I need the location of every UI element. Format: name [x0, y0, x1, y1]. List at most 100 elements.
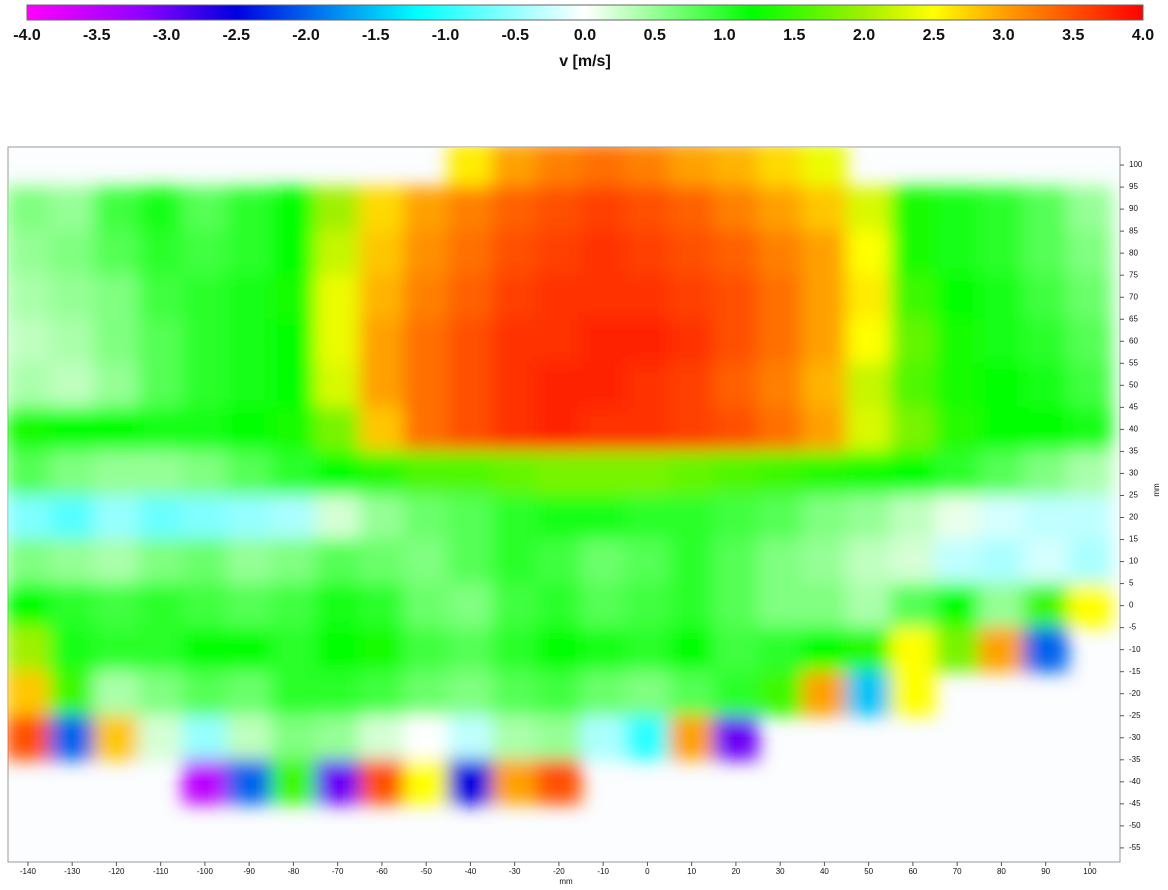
velocity-cell	[492, 671, 538, 717]
velocity-cell	[182, 186, 228, 232]
velocity-cell	[492, 539, 538, 585]
velocity-cell	[447, 539, 494, 585]
y-tick-label: 25	[1129, 491, 1138, 500]
velocity-cell	[580, 274, 626, 320]
velocity-cell	[890, 494, 936, 541]
velocity-cell	[492, 147, 538, 188]
velocity-cell	[1023, 583, 1069, 629]
colorbar-tick-label: 2.5	[923, 27, 945, 44]
y-tick-label: 75	[1129, 270, 1138, 279]
velocity-cell	[270, 583, 317, 629]
velocity-cell	[138, 318, 184, 364]
velocity-cell	[536, 583, 582, 629]
velocity-cell	[403, 627, 449, 673]
colorbar-tick-label: -4.0	[13, 27, 41, 44]
x-tick-label: -100	[197, 867, 214, 876]
velocity-cell	[580, 230, 626, 276]
velocity-cell	[8, 274, 51, 320]
x-tick-label: -50	[420, 867, 432, 876]
velocity-cell	[315, 406, 361, 452]
velocity-cell	[138, 494, 184, 541]
velocity-cell	[536, 627, 582, 673]
velocity-cell	[624, 583, 671, 629]
colorbar-tick-label: 2.0	[853, 27, 875, 44]
y-tick-label: 95	[1129, 182, 1138, 191]
velocity-cell	[1023, 274, 1069, 320]
velocity-cell	[492, 494, 538, 541]
velocity-cell	[669, 539, 715, 585]
velocity-cell	[801, 494, 848, 541]
velocity-cell	[978, 230, 1025, 276]
velocity-cell	[226, 406, 272, 452]
velocity-cell	[846, 362, 892, 408]
velocity-cell	[182, 362, 228, 408]
velocity-cell	[713, 362, 759, 408]
x-tick-label: -120	[108, 867, 125, 876]
x-tick-label: -90	[243, 867, 255, 876]
velocity-cell	[846, 671, 892, 717]
velocity-cell	[801, 583, 848, 629]
velocity-cell	[93, 274, 140, 320]
velocity-cell	[492, 583, 538, 629]
velocity-cell	[934, 583, 980, 629]
velocity-cell	[978, 186, 1025, 232]
velocity-cell	[8, 186, 51, 232]
velocity-cell	[138, 274, 184, 320]
x-tick-label: 60	[908, 867, 917, 876]
velocity-cell	[403, 318, 449, 364]
velocity-cell	[8, 583, 51, 629]
velocity-cell	[757, 671, 803, 717]
velocity-cell	[447, 627, 494, 673]
velocity-cell	[492, 450, 538, 496]
velocity-cell	[713, 406, 759, 452]
velocity-cell	[403, 362, 449, 408]
velocity-cell	[49, 318, 95, 364]
velocity-cell	[624, 494, 671, 541]
velocity-cell	[1023, 627, 1069, 673]
velocity-cell	[624, 539, 671, 585]
velocity-cell	[890, 362, 936, 408]
velocity-cell	[270, 671, 317, 717]
velocity-cell	[182, 318, 228, 364]
velocity-cell	[315, 671, 361, 717]
velocity-cell	[801, 362, 848, 408]
velocity-cell	[359, 494, 405, 541]
velocity-cell	[492, 759, 538, 805]
velocity-cell	[403, 671, 449, 717]
velocity-cell	[93, 627, 140, 673]
velocity-cell	[978, 583, 1025, 629]
velocity-cell	[270, 759, 317, 805]
velocity-cell	[138, 539, 184, 585]
velocity-cell	[226, 539, 272, 585]
velocity-cell	[669, 362, 715, 408]
velocity-cell	[580, 450, 626, 496]
velocity-cell	[669, 147, 715, 188]
velocity-cell	[359, 230, 405, 276]
velocity-cell	[536, 450, 582, 496]
velocity-cell	[536, 671, 582, 717]
velocity-cell	[93, 230, 140, 276]
velocity-cell	[669, 671, 715, 717]
velocity-cell	[1023, 494, 1069, 541]
velocity-cell	[359, 362, 405, 408]
velocity-cell	[757, 539, 803, 585]
velocity-cell	[978, 539, 1025, 585]
y-tick-label: 90	[1129, 204, 1138, 213]
velocity-cell	[536, 318, 582, 364]
velocity-cell	[890, 583, 936, 629]
velocity-cell	[49, 274, 95, 320]
velocity-cell	[669, 186, 715, 232]
velocity-cell	[624, 450, 671, 496]
x-tick-label: 50	[864, 867, 873, 876]
x-tick-label: -80	[288, 867, 300, 876]
y-tick-label: 0	[1129, 601, 1134, 610]
velocity-cell	[93, 715, 140, 761]
velocity-cell	[890, 539, 936, 585]
velocity-cell	[270, 318, 317, 364]
x-tick-label: 90	[1041, 867, 1050, 876]
velocity-cell	[846, 627, 892, 673]
velocity-cell	[624, 147, 671, 188]
x-tick-label: -70	[332, 867, 344, 876]
velocity-cell	[93, 494, 140, 541]
